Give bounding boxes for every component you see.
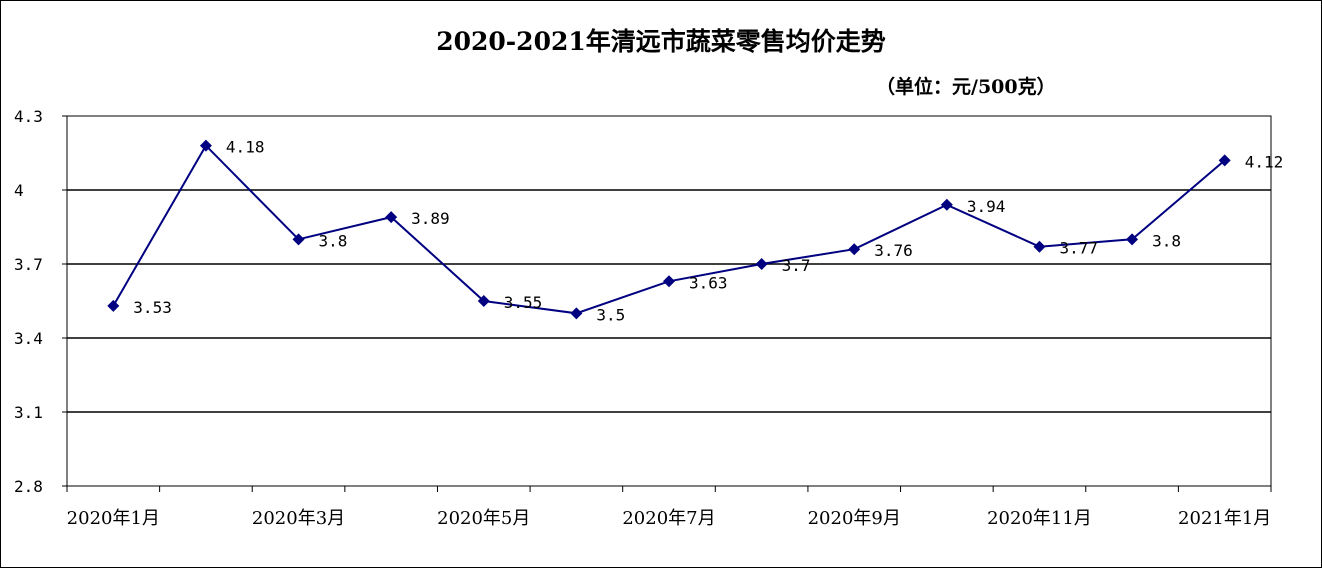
- data-point: [107, 299, 120, 312]
- data-point: [663, 275, 675, 288]
- data-point: [199, 139, 212, 152]
- y-tick-label: 4: [14, 181, 24, 200]
- x-tick-label: 2020年7月: [622, 508, 715, 529]
- y-tick-label: 2.8: [14, 477, 43, 496]
- data-label: 3.55: [504, 293, 543, 312]
- data-label: 3.7: [782, 256, 811, 275]
- data-point: [477, 295, 490, 307]
- y-tick-label: 3.7: [14, 255, 43, 274]
- data-label: 3.8: [319, 231, 348, 250]
- data-label: 3.76: [874, 241, 913, 260]
- x-tick-label: 2020年3月: [252, 508, 345, 529]
- data-label: 3.5: [596, 305, 625, 324]
- x-tick-label: 2021年1月: [1178, 508, 1271, 529]
- x-tick-label: 2020年11月: [987, 508, 1092, 529]
- data-label: 3.8: [1152, 231, 1181, 250]
- unit-label: （单位：元/500克）: [876, 76, 1056, 98]
- x-tick-label: 2020年9月: [808, 508, 901, 529]
- series-line: [112, 143, 1226, 315]
- data-point: [1033, 240, 1046, 253]
- data-label: 4.18: [226, 138, 265, 157]
- data-point: [1218, 154, 1231, 167]
- data-point: [292, 233, 305, 246]
- data-point: [755, 258, 768, 270]
- data-label: 3.77: [1059, 239, 1098, 258]
- data-label: 3.63: [689, 273, 728, 292]
- plot-area: [66, 115, 1272, 487]
- data-label: 3.89: [411, 209, 450, 228]
- x-tick-label: 2020年5月: [437, 508, 530, 529]
- chart-title: 2020-2021年清远市蔬菜零售均价走势: [436, 27, 886, 56]
- x-tick-label: 2020年1月: [67, 508, 160, 529]
- data-point: [385, 211, 398, 224]
- y-tick-label: 3.4: [14, 329, 43, 348]
- data-label: 4.12: [1245, 152, 1284, 171]
- data-label: 3.94: [967, 197, 1006, 216]
- y-tick-label: 4.3: [14, 107, 43, 126]
- data-point: [570, 307, 583, 320]
- data-label: 3.53: [133, 298, 172, 317]
- data-point: [848, 243, 861, 256]
- data-point: [940, 198, 953, 211]
- y-tick-label: 3.1: [14, 403, 43, 422]
- data-point: [1126, 233, 1139, 246]
